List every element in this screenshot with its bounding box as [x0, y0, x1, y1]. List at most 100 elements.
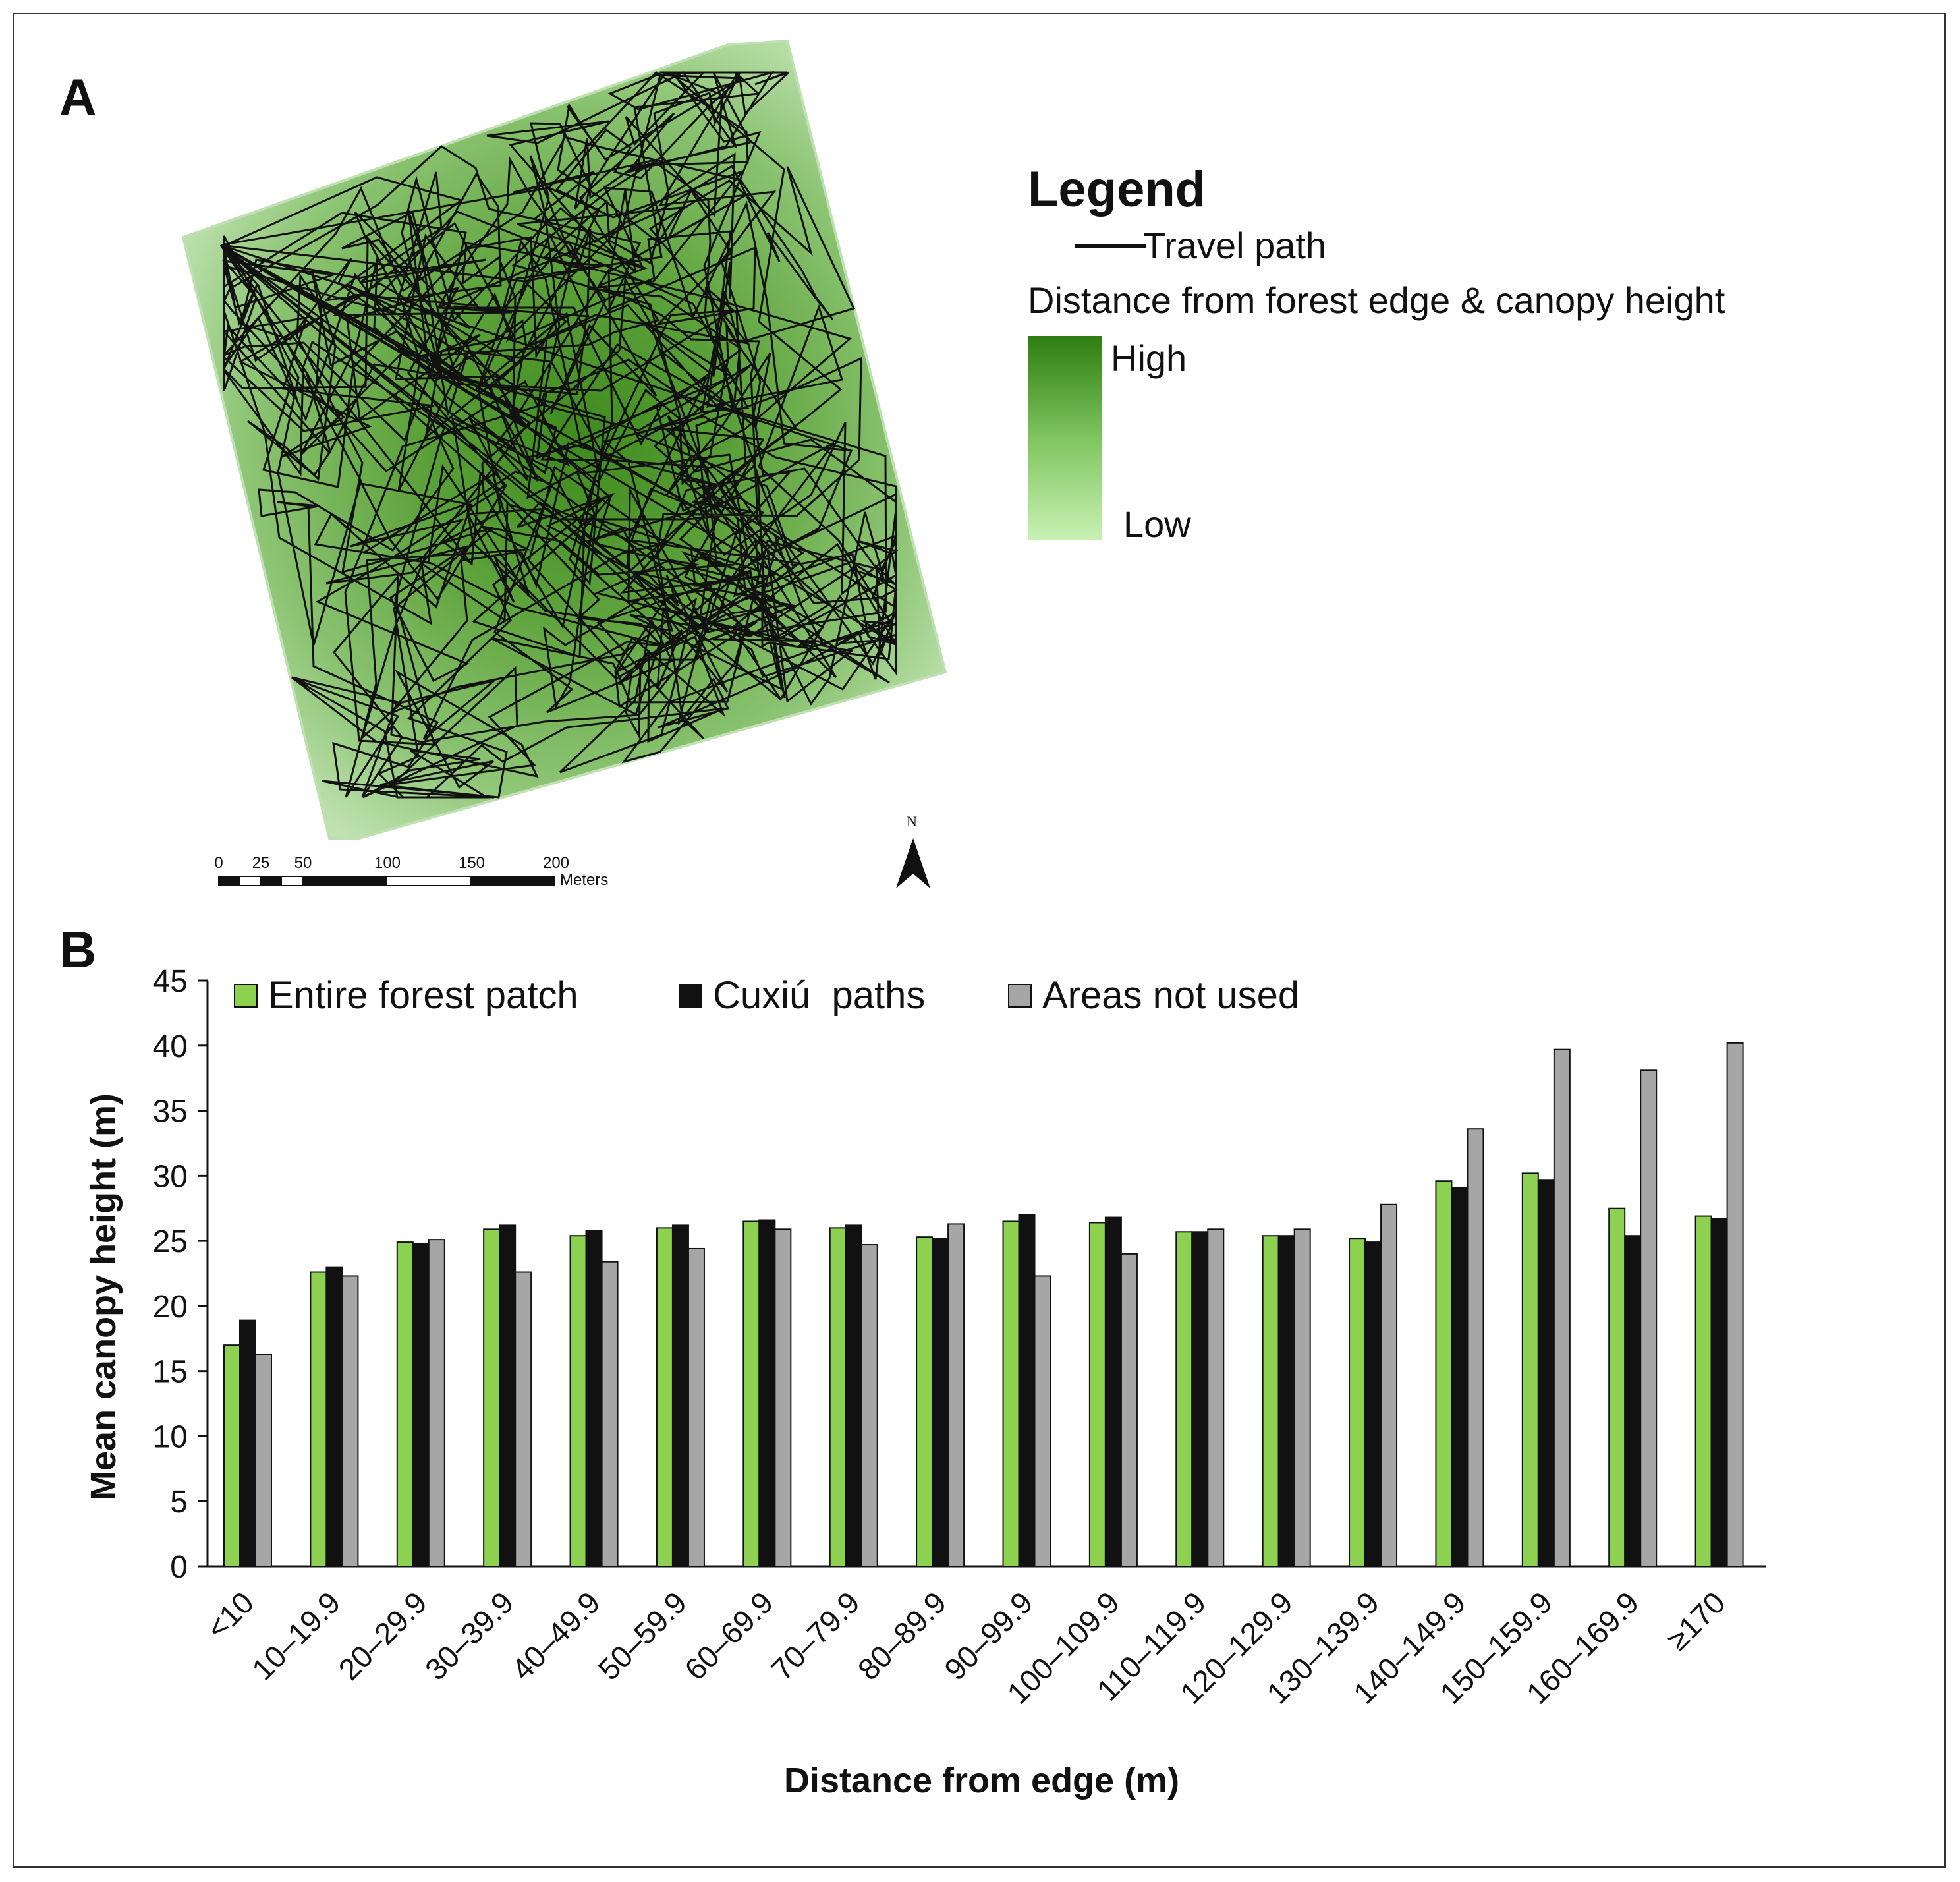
ramp-high-label: High	[1111, 337, 1187, 379]
bar-cuxi-paths-16	[1624, 1235, 1642, 1567]
north-arrow-icon	[896, 838, 930, 888]
bar-entire-forest-patch-6	[742, 1220, 760, 1567]
y-tick-label: 30	[153, 1159, 188, 1194]
travel-path-segment	[220, 244, 525, 283]
bar-cuxi-paths-4	[585, 1230, 603, 1567]
bar-cuxi-paths-1	[325, 1266, 343, 1567]
forest-map	[181, 39, 947, 840]
bar-areas-not-used-2	[428, 1239, 445, 1567]
bar-areas-not-used-14	[1467, 1128, 1484, 1568]
y-tick-label: 40	[153, 1029, 188, 1064]
bar-areas-not-used-0	[255, 1353, 272, 1567]
bar-entire-forest-patch-12	[1262, 1235, 1279, 1567]
y-tick-label: 35	[153, 1095, 188, 1129]
bar-entire-forest-patch-14	[1435, 1180, 1453, 1568]
bar-cuxi-paths-3	[499, 1224, 517, 1567]
travel-path-segment	[220, 244, 676, 645]
legend-areas-not-used: Areas not used	[1008, 977, 1299, 1015]
bar-areas-not-used-12	[1293, 1228, 1311, 1567]
travel-path-legend-label: Travel path	[1143, 225, 1327, 266]
north-label: N	[907, 813, 917, 830]
panel-b-label: B	[59, 921, 97, 979]
panel-a-label: A	[59, 68, 97, 126]
bar-entire-forest-patch-8	[916, 1236, 934, 1567]
travel-path-segment	[220, 186, 549, 246]
scale-tick-200: 200	[542, 854, 570, 872]
x-tick-label: 60–69.9	[678, 1585, 779, 1686]
bar-cuxi-paths-17	[1710, 1218, 1728, 1567]
travel-path-segment	[219, 244, 308, 373]
bar-entire-forest-patch-10	[1088, 1222, 1106, 1568]
bar-entire-forest-patch-4	[569, 1235, 587, 1567]
figure-frame	[13, 13, 1946, 1868]
y-tick-label: 15	[153, 1355, 188, 1390]
bar-entire-forest-patch-3	[483, 1228, 501, 1567]
bar-areas-not-used-9	[1034, 1275, 1051, 1568]
scale-tick-0: 0	[214, 854, 223, 872]
bar-cuxi-paths-11	[1191, 1231, 1209, 1567]
bar-areas-not-used-6	[774, 1228, 792, 1567]
bar-cuxi-paths-6	[758, 1219, 776, 1567]
bar-cuxi-paths-7	[845, 1224, 862, 1567]
y-axis-label: Mean canopy height (m)	[84, 1093, 123, 1500]
legend-swatch-cuxiu-paths	[679, 984, 702, 1008]
bar-entire-forest-patch-1	[310, 1271, 327, 1567]
legend-swatch-entire-forest	[234, 984, 258, 1008]
bar-cuxi-paths-13	[1364, 1241, 1382, 1567]
color-ramp	[1028, 336, 1102, 540]
bar-areas-not-used-8	[947, 1223, 965, 1567]
legend-cuxiu-paths: Cuxiú paths	[679, 977, 925, 1015]
bar-entire-forest-patch-0	[223, 1344, 240, 1567]
scale-tick-50: 50	[294, 854, 312, 872]
x-tick-label: 30–39.9	[418, 1585, 520, 1686]
x-tick-label: 10–19.9	[245, 1585, 347, 1686]
scale-bar	[218, 876, 555, 886]
x-tick-label: 40–49.9	[505, 1585, 606, 1686]
legend-label-cuxiu-paths: Cuxiú paths	[713, 974, 926, 1017]
travel-path-segment	[220, 244, 852, 452]
y-tick-label: 5	[170, 1485, 188, 1520]
travel-path-segment	[220, 244, 752, 633]
ramp-title: Distance from forest edge & canopy heigh…	[1028, 279, 1725, 321]
travel-path-segment	[220, 244, 781, 700]
scale-tick-150: 150	[458, 854, 486, 872]
bar-areas-not-used-1	[341, 1275, 359, 1568]
y-tick-label: 25	[153, 1224, 188, 1259]
bar-cuxi-paths-9	[1018, 1214, 1036, 1567]
scale-tick-25: 25	[252, 854, 270, 872]
bar-entire-forest-patch-15	[1521, 1172, 1539, 1567]
travel-path-legend-line	[1075, 244, 1146, 248]
bar-entire-forest-patch-16	[1608, 1207, 1626, 1567]
bar-areas-not-used-17	[1726, 1042, 1744, 1567]
bar-areas-not-used-15	[1553, 1048, 1571, 1567]
legend-label-entire-forest: Entire forest patch	[268, 974, 578, 1017]
travel-path-segment	[220, 244, 449, 375]
travel-path-segment	[220, 244, 528, 430]
bar-cuxi-paths-2	[412, 1243, 430, 1568]
x-tick-label: ≥170	[1660, 1585, 1732, 1657]
bar-entire-forest-patch-5	[656, 1227, 673, 1568]
bar-cuxi-paths-12	[1277, 1235, 1295, 1567]
bar-entire-forest-patch-7	[829, 1227, 847, 1568]
bar-entire-forest-patch-9	[1002, 1220, 1020, 1567]
bar-entire-forest-patch-2	[396, 1241, 414, 1567]
bar-cuxi-paths-15	[1537, 1179, 1555, 1567]
bar-areas-not-used-7	[860, 1244, 878, 1567]
y-tick-label: 10	[153, 1419, 188, 1454]
legend-title: Legend	[1028, 161, 1206, 217]
bar-areas-not-used-11	[1207, 1228, 1225, 1567]
bar-areas-not-used-10	[1120, 1253, 1138, 1568]
bar-areas-not-used-3	[515, 1271, 532, 1567]
travel-paths	[219, 71, 899, 799]
ramp-low-label: Low	[1123, 503, 1191, 545]
y-tick-label: 0	[170, 1550, 188, 1585]
travel-path-segment	[220, 244, 708, 633]
legend-swatch-areas-not-used	[1008, 984, 1032, 1008]
x-tick-label: 80–89.9	[851, 1585, 953, 1686]
bar-areas-not-used-13	[1380, 1203, 1398, 1567]
scale-tick-100: 100	[374, 854, 401, 872]
travel-path-segment	[220, 244, 749, 538]
scale-unit: Meters	[560, 871, 609, 889]
bar-cuxi-paths-8	[932, 1238, 949, 1568]
